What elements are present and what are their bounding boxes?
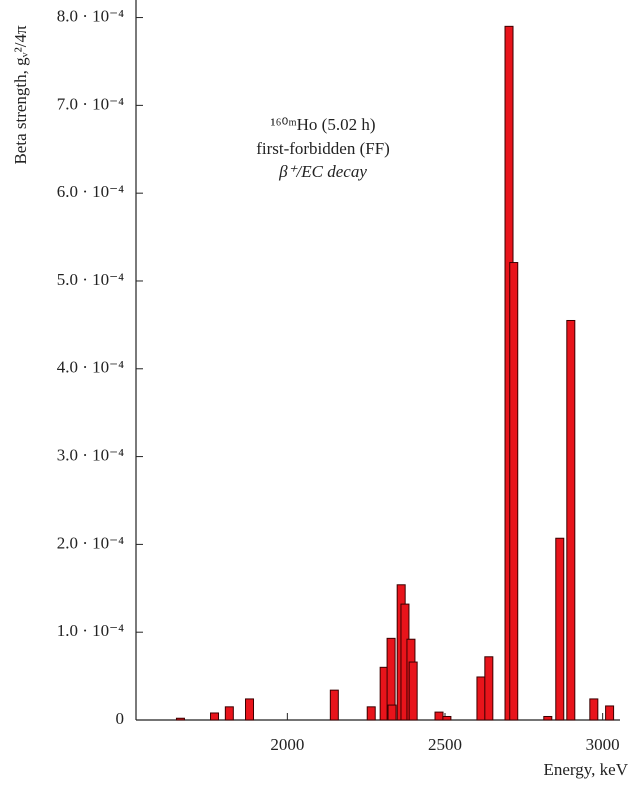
- y-tick-label: 8.0 · 10⁻⁴: [57, 6, 124, 25]
- x-axis-label: Energy, keV: [543, 760, 628, 779]
- y-tick-label: 1.0 · 10⁻⁴: [57, 621, 124, 640]
- y-axis-label: Beta strength, gᵥ²/4π: [11, 25, 30, 164]
- bar: [566, 319, 576, 721]
- x-tick-label: 2500: [428, 735, 462, 754]
- bar: [329, 689, 339, 721]
- bar: [442, 715, 452, 721]
- annotation: β⁺/EC decay: [278, 162, 367, 181]
- bar: [366, 706, 376, 721]
- annotation: first-forbidden (FF): [256, 139, 390, 158]
- bar: [589, 698, 599, 721]
- annotation: ¹⁶⁰ᵐHo (5.02 h): [271, 115, 376, 134]
- bar: [210, 712, 220, 721]
- y-tick-label: 4.0 · 10⁻⁴: [57, 358, 124, 377]
- bar: [509, 262, 519, 721]
- y-tick-label: 6.0 · 10⁻⁴: [57, 182, 124, 201]
- y-tick-label: 7.0 · 10⁻⁴: [57, 94, 124, 113]
- bar: [543, 715, 553, 721]
- bar: [387, 704, 397, 721]
- x-tick-label: 2000: [270, 735, 304, 754]
- y-tick-label: 3.0 · 10⁻⁴: [57, 445, 124, 464]
- bar: [175, 717, 185, 721]
- y-tick-label: 2.0 · 10⁻⁴: [57, 533, 124, 552]
- y-tick-label: 5.0 · 10⁻⁴: [57, 270, 124, 289]
- bar: [224, 706, 234, 721]
- bar: [434, 711, 444, 721]
- bar: [408, 661, 418, 721]
- y-tick-label: 0: [116, 709, 125, 728]
- bar: [476, 676, 486, 721]
- bar: [484, 656, 494, 721]
- bar: [555, 537, 565, 721]
- x-tick-label: 3000: [586, 735, 620, 754]
- bar: [245, 698, 255, 721]
- bar: [605, 705, 615, 721]
